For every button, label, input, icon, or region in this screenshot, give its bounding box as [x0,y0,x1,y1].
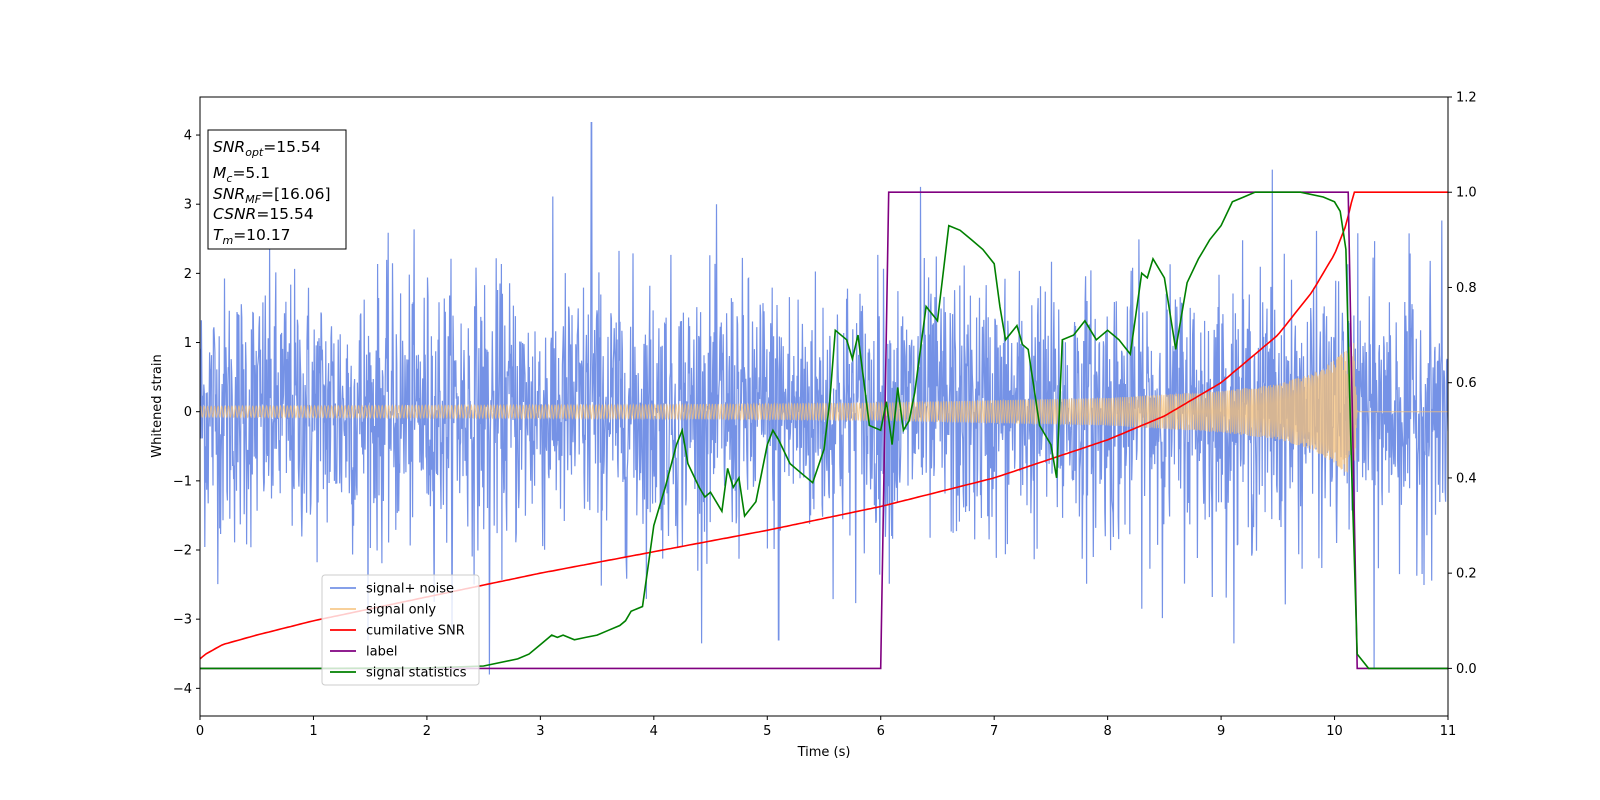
y-tick-label-left: −2 [173,544,192,559]
y-tick-label-right: 1.0 [1456,186,1477,201]
y-tick-label-right: 0.0 [1456,662,1477,677]
legend-label: signal+ noise [366,582,454,597]
legend-label: signal only [366,603,436,618]
info-snr-mf: SNRMF=[16.06] [213,185,331,206]
info-mc: Mc=5.1 [213,164,270,185]
plot-frame [199,96,1449,717]
x-tick-label: 0 [196,724,204,739]
y-tick-label-left: −3 [173,613,192,628]
y-tick-label-left: 1 [184,336,192,351]
info-box: SNRopt=15.54 Mc=5.1 SNRMF=[16.06] CSNR=1… [207,129,347,250]
y-tick-label-left: 3 [184,198,192,213]
x-tick-label: 10 [1326,724,1343,739]
y-tick-label-right: 0.6 [1456,376,1477,391]
y-tick-label-left: 2 [184,267,192,282]
x-tick-label: 4 [650,724,658,739]
legend: signal+ noise signal only cumilative SNR la… [321,574,480,686]
series-line-signal-only [200,342,1448,478]
y-axis-left: −4 −3 −2 −1 0 1 2 3 4 [173,129,200,697]
y-tick-label-right: 1.2 [1456,91,1477,106]
x-tick-label: 3 [536,724,544,739]
x-tick-label: 11 [1440,724,1457,739]
y-axis-label: Whitened strain [150,354,165,457]
x-tick-label: 2 [423,724,431,739]
series-line-signal-statistics [200,191,1448,670]
x-tick-label: 8 [1103,724,1111,739]
y-tick-label-left: 4 [184,129,192,144]
y-tick-label-left: −1 [173,474,192,489]
y-tick-label-left: 0 [184,405,192,420]
y-tick-label-right: 0.2 [1456,567,1477,582]
legend-label: signal statistics [366,666,467,681]
x-tick-label: 6 [877,724,885,739]
legend-box [321,574,480,686]
y-axis-right: 0.0 0.2 0.4 0.6 0.8 1.0 1.2 [1448,91,1477,677]
x-axis: 0 1 2 3 4 5 6 7 8 9 10 11 [196,716,1456,739]
info-snr-opt: SNRopt=15.54 [213,138,321,159]
y-tick-label-right: 0.4 [1456,471,1477,486]
info-csnr: CSNR=15.54 [213,205,314,223]
y-tick-label-right: 0.8 [1456,281,1477,296]
x-tick-label: 5 [763,724,771,739]
legend-label: label [366,645,397,660]
x-tick-label: 1 [309,724,317,739]
info-tm: Tm=10.17 [213,226,291,247]
x-axis-label: Time (s) [797,745,851,760]
x-tick-label: 7 [990,724,998,739]
y-tick-label-left: −4 [173,682,192,697]
legend-label: cumilative SNR [366,624,465,639]
x-tick-label: 9 [1217,724,1225,739]
